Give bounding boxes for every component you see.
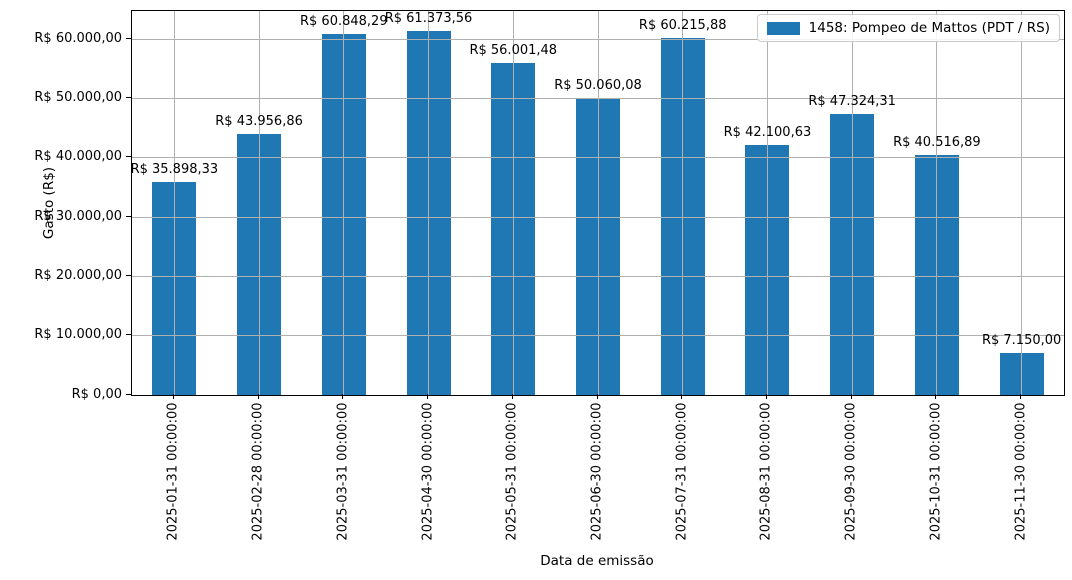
gridline-vertical bbox=[682, 11, 684, 395]
gridline-vertical bbox=[258, 11, 260, 395]
legend: 1458: Pompeo de Mattos (PDT / RS) bbox=[756, 14, 1060, 42]
x-tick-mark bbox=[257, 394, 259, 399]
gridline-vertical bbox=[851, 11, 853, 395]
y-tick-label: R$ 30.000,00 bbox=[34, 208, 122, 224]
bar-value-label: R$ 40.516,89 bbox=[893, 134, 981, 150]
x-tick-label: 2025-06-30 00:00:00 bbox=[589, 402, 605, 541]
y-tick-label: R$ 20.000,00 bbox=[34, 267, 122, 283]
legend-swatch bbox=[766, 21, 800, 35]
y-tick-mark bbox=[126, 215, 131, 217]
bar-value-label: R$ 60.215,88 bbox=[638, 18, 727, 34]
bar-value-label: R$ 7.150,00 bbox=[981, 332, 1062, 348]
legend-label: 1458: Pompeo de Mattos (PDT / RS) bbox=[808, 20, 1050, 36]
y-tick-mark bbox=[126, 97, 131, 99]
x-tick-label: 2025-01-31 00:00:00 bbox=[165, 402, 181, 541]
y-tick-label: R$ 40.000,00 bbox=[34, 149, 122, 165]
x-tick-label: 2025-09-30 00:00:00 bbox=[843, 402, 859, 541]
bar-value-label: R$ 60.848,29 bbox=[300, 14, 388, 30]
x-tick-mark bbox=[850, 394, 852, 399]
plot-area: R$ 35.898,33 R$ 43.956,86 R$ 60.848,29 R$ 6… bbox=[131, 10, 1065, 396]
x-tick-mark bbox=[1020, 394, 1022, 399]
bar-value-label: R$ 43.956,86 bbox=[215, 114, 303, 130]
y-tick-mark bbox=[126, 156, 131, 158]
x-tick-label: 2025-08-31 00:00:00 bbox=[758, 402, 774, 541]
y-tick-label: R$ 0,00 bbox=[71, 386, 122, 402]
gridline-vertical bbox=[512, 11, 514, 395]
bar-value-label: R$ 42.100,63 bbox=[723, 125, 812, 141]
gridline-vertical bbox=[766, 11, 768, 395]
y-tick-label: R$ 10.000,00 bbox=[34, 327, 122, 343]
y-tick-label: R$ 60.000,00 bbox=[34, 30, 122, 46]
x-tick-mark bbox=[681, 394, 683, 399]
bar-value-label: R$ 61.373,56 bbox=[384, 11, 473, 27]
bar-value-label: R$ 35.898,33 bbox=[130, 162, 219, 178]
y-tick-mark bbox=[126, 274, 131, 276]
gridline-vertical bbox=[343, 11, 345, 395]
x-tick-label: 2025-11-30 00:00:00 bbox=[1013, 402, 1029, 541]
gridline-vertical bbox=[173, 11, 175, 395]
x-tick-mark bbox=[935, 394, 937, 399]
x-axis-title: Data de emissão bbox=[540, 553, 654, 569]
gridline-vertical bbox=[597, 11, 599, 395]
y-tick-label: R$ 50.000,00 bbox=[34, 90, 122, 106]
bar-value-label: R$ 56.001,48 bbox=[469, 43, 558, 59]
y-tick-mark bbox=[126, 334, 131, 336]
x-tick-mark bbox=[596, 394, 598, 399]
x-tick-label: 2025-04-30 00:00:00 bbox=[420, 402, 436, 541]
x-tick-label: 2025-02-28 00:00:00 bbox=[250, 402, 266, 541]
x-tick-mark bbox=[342, 394, 344, 399]
x-tick-label: 2025-07-31 00:00:00 bbox=[674, 402, 690, 541]
x-tick-label: 2025-05-31 00:00:00 bbox=[504, 402, 520, 541]
y-tick-mark bbox=[126, 37, 131, 39]
gridline-vertical bbox=[428, 11, 430, 395]
gridline-vertical bbox=[1021, 11, 1023, 395]
y-tick-mark bbox=[126, 393, 131, 395]
bar-value-label: R$ 50.060,08 bbox=[554, 78, 642, 94]
x-tick-label: 2025-10-31 00:00:00 bbox=[928, 402, 944, 541]
x-tick-mark bbox=[172, 394, 174, 399]
bar-value-label: R$ 47.324,31 bbox=[808, 94, 896, 110]
x-tick-mark bbox=[511, 394, 513, 399]
x-tick-label: 2025-03-31 00:00:00 bbox=[335, 402, 351, 541]
gridline-vertical bbox=[936, 11, 938, 395]
x-tick-mark bbox=[427, 394, 429, 399]
x-tick-mark bbox=[765, 394, 767, 399]
